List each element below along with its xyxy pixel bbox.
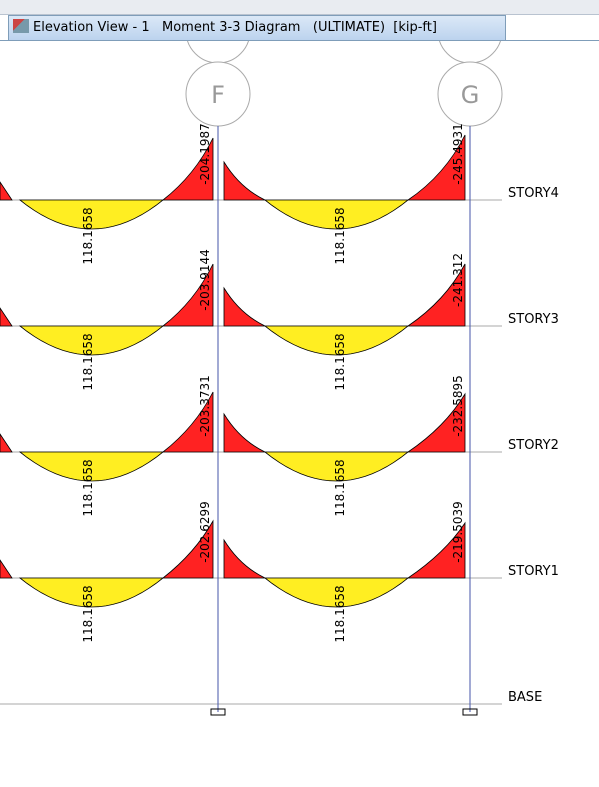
hog-moment [406, 134, 466, 201]
hog-moment [406, 392, 466, 453]
moment-label: 118.1658 [81, 333, 95, 390]
story-label: STORY3 [508, 312, 559, 327]
moment-label: 118.1658 [81, 585, 95, 642]
moment-label: 118.1658 [333, 459, 347, 516]
hog-moment [0, 181, 13, 201]
grid-bubble-upper [185, 0, 251, 64]
story-label: BASE [508, 690, 542, 705]
sag-moment [263, 199, 410, 230]
hog-moment [406, 521, 466, 579]
moment-label: 118.1658 [333, 333, 347, 390]
sag-moment [18, 199, 165, 230]
hog-moment [0, 307, 13, 327]
moment-label: -203.3731 [198, 375, 212, 437]
grid-label: G [461, 81, 480, 109]
hog-moment [161, 263, 214, 327]
moment-label: -232.5895 [451, 375, 465, 437]
tab-icon [13, 19, 29, 33]
grid-bubble-upper [437, 0, 503, 64]
hog-moment [161, 137, 214, 201]
sag-moment [263, 577, 410, 608]
support [462, 708, 478, 716]
hog-moment [223, 538, 266, 579]
hog-moment [223, 286, 266, 327]
moment-label: -241.312 [451, 253, 465, 307]
hog-moment [0, 433, 13, 453]
sag-moment [18, 325, 165, 356]
hog-moment [0, 559, 13, 579]
story-label: STORY4 [508, 186, 559, 201]
window-tab[interactable]: Elevation View - 1 Moment 3-3 Diagram (U… [8, 15, 506, 40]
hog-moment [161, 519, 214, 579]
moment-label: 118.1658 [81, 459, 95, 516]
grid-label: F [211, 81, 225, 109]
sag-moment [263, 451, 410, 482]
hog-moment [406, 263, 466, 327]
sag-moment [18, 577, 165, 608]
moment-label: -203.9144 [198, 249, 212, 311]
toolbar [0, 0, 599, 15]
moment-label: 118.1658 [333, 207, 347, 264]
sag-moment [263, 325, 410, 356]
story-label: STORY1 [508, 564, 559, 579]
moment-label: -204.1987 [198, 123, 212, 185]
hog-moment [161, 391, 214, 453]
story-label: STORY2 [508, 438, 559, 453]
moment-label: 118.1658 [81, 207, 95, 264]
support [210, 708, 226, 716]
moment-label: 118.1658 [333, 585, 347, 642]
moment-label: -245.4931 [451, 123, 465, 185]
tab-title: Elevation View - 1 Moment 3-3 Diagram (U… [33, 20, 437, 35]
hog-moment [223, 160, 266, 201]
sag-moment [18, 451, 165, 482]
elevation-diagram: F G STORY4 118.1658 118.1658 -204.1987 -245.49… [0, 0, 559, 716]
moment-label: -219.5039 [451, 501, 465, 563]
hog-moment [223, 412, 266, 453]
moment-label: -202.6299 [198, 501, 212, 563]
